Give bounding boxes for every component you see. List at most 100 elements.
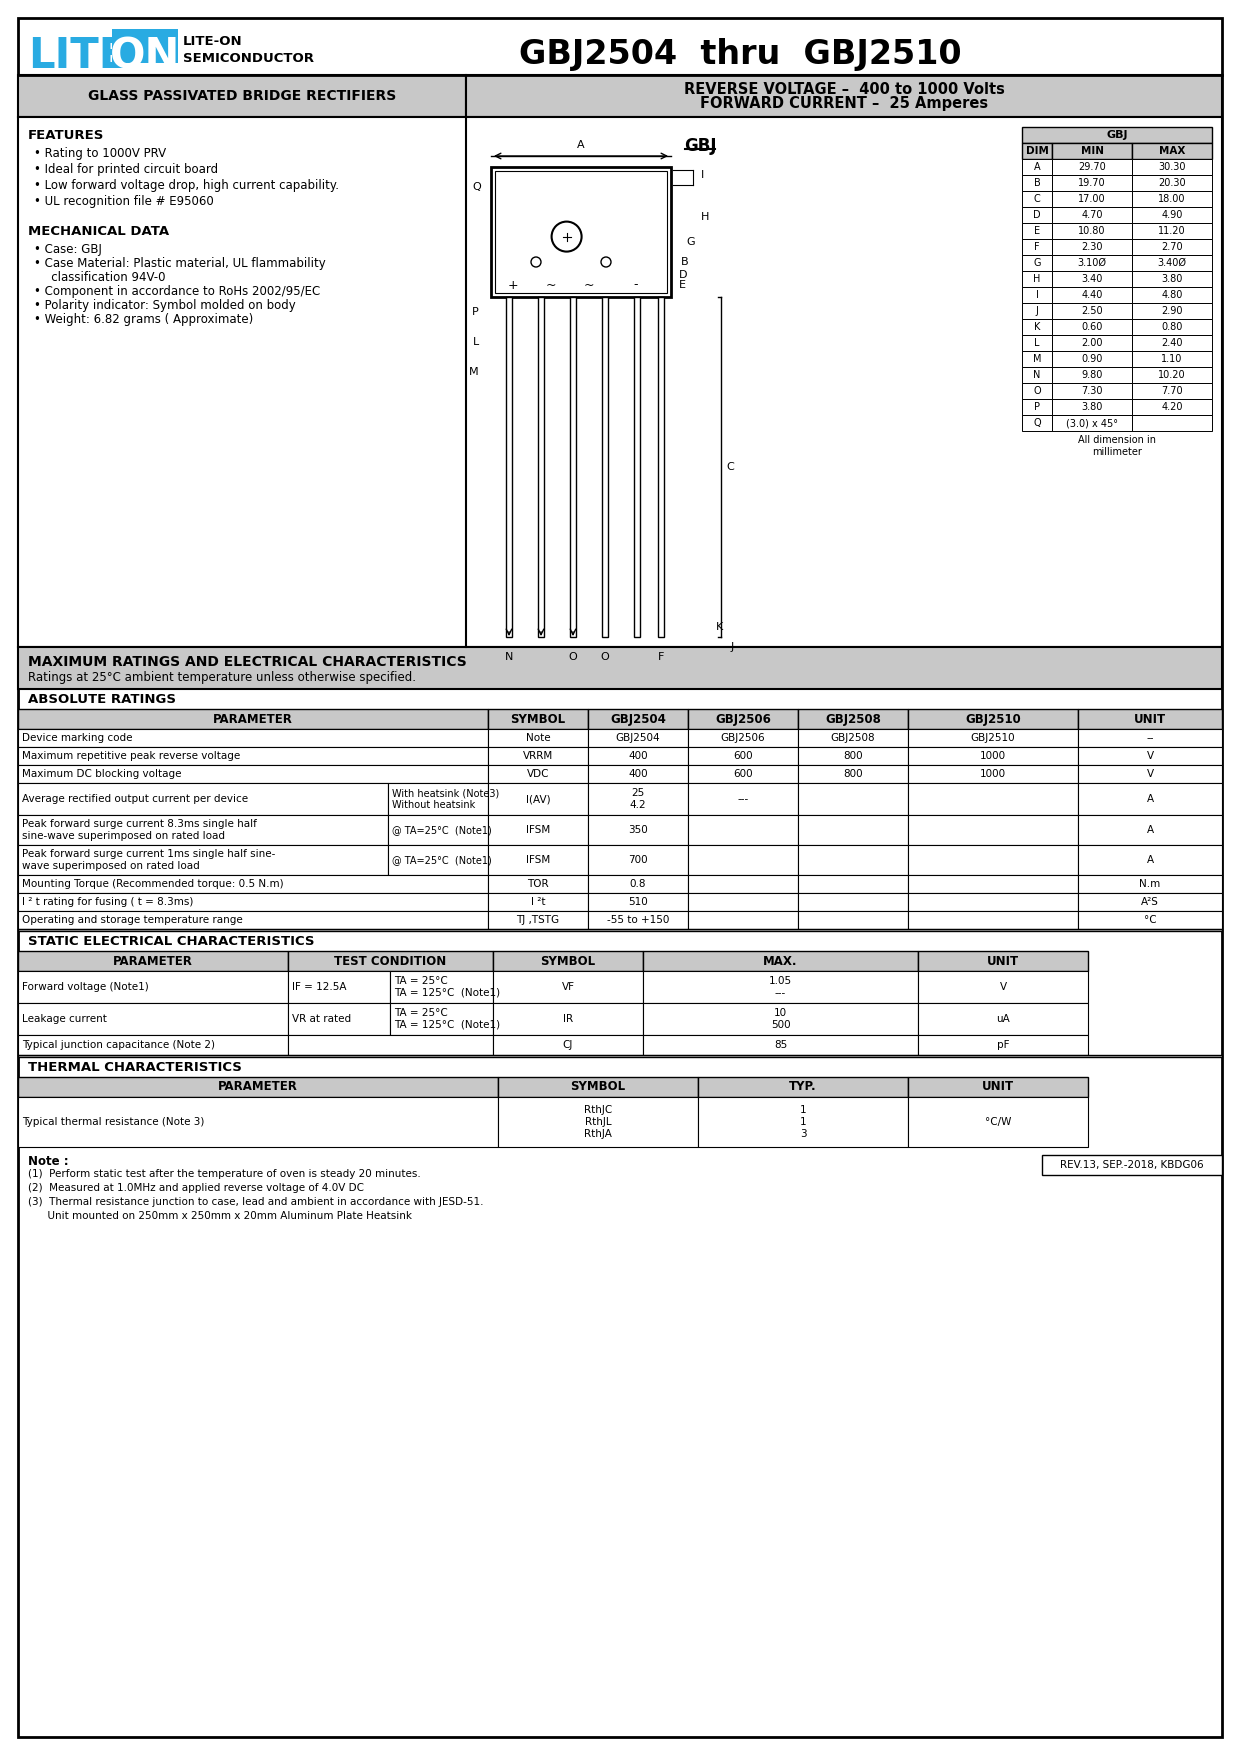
Text: VR at rated: VR at rated xyxy=(291,1014,351,1023)
Text: Maximum DC blocking voltage: Maximum DC blocking voltage xyxy=(22,769,181,779)
Text: ABSOLUTE RATINGS: ABSOLUTE RATINGS xyxy=(29,693,176,706)
Text: 11.20: 11.20 xyxy=(1158,226,1185,235)
Bar xyxy=(1052,207,1132,223)
Text: O: O xyxy=(1033,386,1040,397)
Bar xyxy=(588,814,688,844)
Text: REVERSE VOLTAGE –  400 to 1000 Volts: REVERSE VOLTAGE – 400 to 1000 Volts xyxy=(683,81,1004,97)
Text: Peak forward surge current 1ms single half sine-
wave superimposed on rated load: Peak forward surge current 1ms single ha… xyxy=(22,849,275,870)
Bar xyxy=(799,814,908,844)
Bar xyxy=(688,728,799,748)
Bar xyxy=(19,75,466,118)
Text: 2.30: 2.30 xyxy=(1081,242,1102,253)
Bar xyxy=(1052,367,1132,383)
Text: Q: Q xyxy=(1033,418,1040,428)
Bar xyxy=(19,1097,498,1148)
Bar xyxy=(1132,142,1211,160)
Text: GLASS PASSIVATED BRIDGE RECTIFIERS: GLASS PASSIVATED BRIDGE RECTIFIERS xyxy=(88,90,396,104)
Bar xyxy=(19,971,288,1004)
Text: °C/W: °C/W xyxy=(985,1116,1011,1127)
Text: 3.80: 3.80 xyxy=(1162,274,1183,284)
Text: • Low forward voltage drop, high current capability.: • Low forward voltage drop, high current… xyxy=(33,179,339,191)
Bar xyxy=(1078,783,1221,814)
Text: MIN: MIN xyxy=(1080,146,1104,156)
Text: Typical junction capacitance (Note 2): Typical junction capacitance (Note 2) xyxy=(22,1041,215,1049)
Text: UNIT: UNIT xyxy=(1133,713,1166,725)
Bar xyxy=(1052,142,1132,160)
Text: PARAMETER: PARAMETER xyxy=(213,713,293,725)
Text: I ² t rating for fusing ( t = 8.3ms): I ² t rating for fusing ( t = 8.3ms) xyxy=(22,897,193,907)
Bar xyxy=(1052,254,1132,270)
Bar xyxy=(19,1078,498,1097)
Bar xyxy=(288,1004,391,1035)
Bar xyxy=(494,971,644,1004)
Text: P: P xyxy=(1034,402,1040,412)
Text: J: J xyxy=(1035,305,1038,316)
Bar xyxy=(688,911,799,928)
Text: MAX.: MAX. xyxy=(764,955,797,967)
Bar xyxy=(588,765,688,783)
Bar xyxy=(391,1004,494,1035)
Text: GBJ2506: GBJ2506 xyxy=(720,734,765,742)
Bar xyxy=(1132,288,1211,304)
Text: Note :: Note : xyxy=(29,1155,68,1169)
Bar xyxy=(588,728,688,748)
Text: (2)  Measured at 1.0MHz and applied reverse voltage of 4.0V DC: (2) Measured at 1.0MHz and applied rever… xyxy=(29,1183,365,1193)
Text: TOR: TOR xyxy=(527,879,549,890)
Bar xyxy=(1022,142,1052,160)
Bar xyxy=(644,951,918,971)
Text: --: -- xyxy=(1146,734,1153,742)
Bar xyxy=(1078,876,1221,893)
Text: pF: pF xyxy=(997,1041,1009,1049)
Text: A: A xyxy=(1147,855,1153,865)
Bar xyxy=(1052,319,1132,335)
Bar xyxy=(1052,383,1132,398)
Bar xyxy=(19,876,489,893)
Bar xyxy=(908,709,1078,728)
Bar xyxy=(1132,207,1211,223)
Bar xyxy=(1078,893,1221,911)
Text: UNIT: UNIT xyxy=(987,955,1019,967)
Bar xyxy=(1132,160,1211,176)
Text: L: L xyxy=(472,337,479,347)
Text: G: G xyxy=(686,237,694,247)
Bar xyxy=(1132,351,1211,367)
Text: 2.70: 2.70 xyxy=(1161,242,1183,253)
Bar xyxy=(1022,367,1052,383)
Bar xyxy=(588,876,688,893)
Bar xyxy=(799,844,908,876)
Text: 2.00: 2.00 xyxy=(1081,339,1102,347)
Bar xyxy=(644,1004,918,1035)
Bar xyxy=(799,783,908,814)
Bar xyxy=(112,30,179,63)
Text: Mounting Torque (Recommended torque: 0.5 N.m): Mounting Torque (Recommended torque: 0.5… xyxy=(22,879,284,890)
Text: MAXIMUM RATINGS AND ELECTRICAL CHARACTERISTICS: MAXIMUM RATINGS AND ELECTRICAL CHARACTER… xyxy=(29,655,466,669)
Text: M: M xyxy=(470,367,479,377)
Text: @ TA=25°C  (Note1): @ TA=25°C (Note1) xyxy=(392,855,492,865)
Text: SYMBOL: SYMBOL xyxy=(511,713,565,725)
Text: Maximum repetitive peak reverse voltage: Maximum repetitive peak reverse voltage xyxy=(22,751,241,762)
Text: M: M xyxy=(1033,355,1042,363)
Text: 1000: 1000 xyxy=(980,769,1006,779)
Bar xyxy=(588,709,688,728)
Bar xyxy=(588,748,688,765)
Text: 4.20: 4.20 xyxy=(1161,402,1183,412)
Bar xyxy=(588,911,688,928)
Text: (3)  Thermal resistance junction to case, lead and ambient in accordance with JE: (3) Thermal resistance junction to case,… xyxy=(29,1197,484,1207)
Bar xyxy=(1132,176,1211,191)
Text: 30.30: 30.30 xyxy=(1158,161,1185,172)
Text: GBJ2510: GBJ2510 xyxy=(965,713,1021,725)
Bar xyxy=(908,765,1078,783)
Text: ON: ON xyxy=(110,35,180,77)
Bar xyxy=(1052,414,1132,432)
Text: ~: ~ xyxy=(584,279,594,291)
Text: Peak forward surge current 8.3ms single half
sine-wave superimposed on rated loa: Peak forward surge current 8.3ms single … xyxy=(22,820,257,841)
Text: C: C xyxy=(725,462,734,472)
Text: G: G xyxy=(1033,258,1040,269)
Text: PARAMETER: PARAMETER xyxy=(218,1081,298,1093)
Text: VDC: VDC xyxy=(527,769,549,779)
Text: A: A xyxy=(577,140,585,149)
Text: FEATURES: FEATURES xyxy=(29,130,104,142)
Bar xyxy=(644,971,918,1004)
Text: 600: 600 xyxy=(733,751,753,762)
Text: • Case: GBJ: • Case: GBJ xyxy=(33,242,102,256)
